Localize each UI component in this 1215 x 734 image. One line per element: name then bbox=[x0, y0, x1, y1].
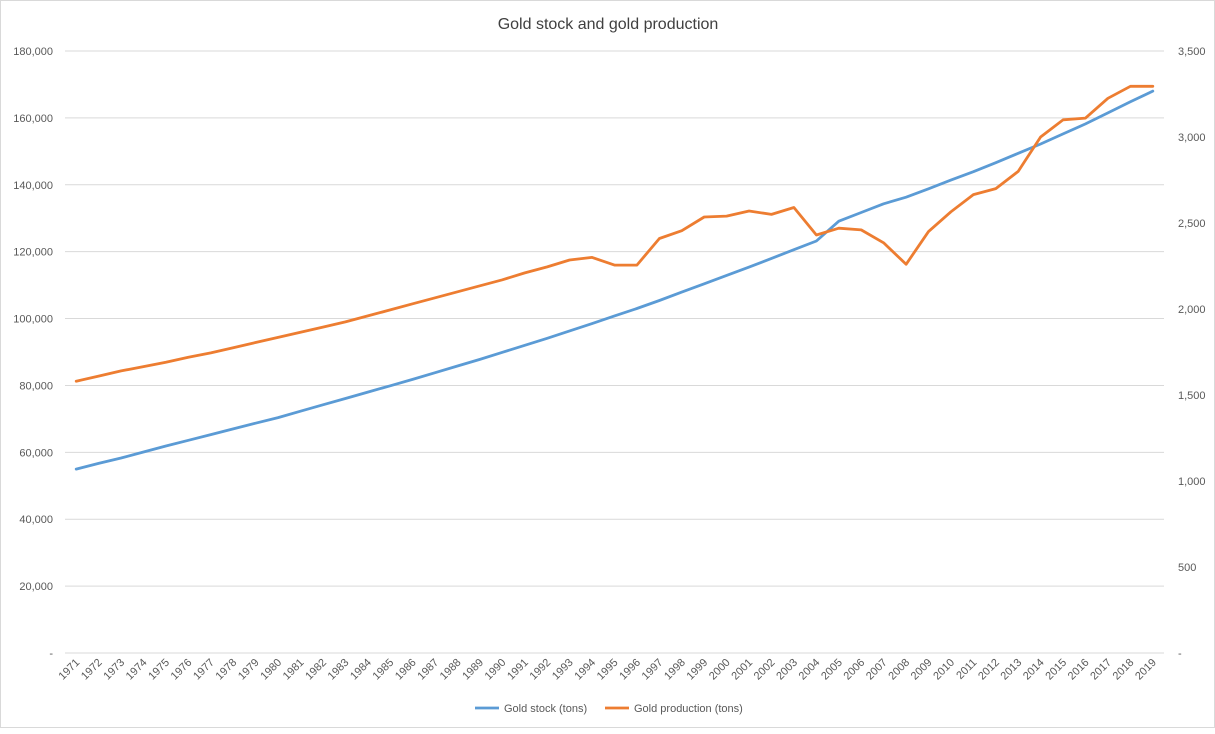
y-left-tick-label: 20,000 bbox=[19, 581, 53, 593]
y-right-tick-label: - bbox=[1178, 648, 1182, 660]
x-tick-label: 2018 bbox=[1111, 657, 1137, 683]
x-tick-label: 1980 bbox=[258, 657, 284, 683]
x-axis: 1971197219731974197519761977197819791980… bbox=[57, 652, 1164, 683]
x-tick-label: 2009 bbox=[909, 657, 935, 683]
x-tick-label: 2004 bbox=[797, 657, 823, 683]
y-left-tick-label: - bbox=[49, 648, 53, 660]
x-tick-label: 1991 bbox=[505, 657, 531, 683]
x-tick-label: 1971 bbox=[57, 657, 83, 683]
x-tick-label: 2001 bbox=[729, 657, 755, 683]
x-tick-label: 1972 bbox=[79, 657, 105, 683]
x-tick-label: 2015 bbox=[1043, 657, 1069, 683]
y-right-tick-label: 3,000 bbox=[1178, 132, 1206, 144]
x-tick-label: 2005 bbox=[819, 657, 845, 683]
chart-title: Gold stock and gold production bbox=[498, 16, 719, 33]
x-tick-label: 2002 bbox=[752, 657, 778, 683]
x-tick-label: 1977 bbox=[191, 657, 217, 683]
x-tick-label: 1992 bbox=[528, 657, 554, 683]
x-tick-label: 2017 bbox=[1088, 657, 1114, 683]
x-tick-label: 1973 bbox=[101, 657, 127, 683]
y-axis-left: - 20,000 40,000 60,000 80,000 100,000 120,000 1… bbox=[13, 46, 53, 660]
x-tick-label: 1996 bbox=[617, 657, 643, 683]
x-tick-label: 1998 bbox=[662, 657, 688, 683]
x-tick-label: 2000 bbox=[707, 657, 733, 683]
series-line-gold-production bbox=[74, 84, 1155, 383]
x-tick-label: 2014 bbox=[1021, 657, 1047, 683]
y-right-tick-label: 3,500 bbox=[1178, 46, 1206, 58]
y-left-tick-label: 140,000 bbox=[13, 180, 53, 192]
series-line-gold-stock bbox=[74, 89, 1155, 471]
x-tick-label: 1993 bbox=[550, 657, 576, 683]
y-right-tick-label: 1,000 bbox=[1178, 476, 1206, 488]
x-tick-label: 1981 bbox=[281, 657, 307, 683]
x-tick-label: 2012 bbox=[976, 657, 1002, 683]
y-left-tick-label: 160,000 bbox=[13, 113, 53, 125]
legend-label: Gold production (tons) bbox=[634, 703, 743, 715]
y-left-tick-label: 80,000 bbox=[19, 380, 53, 392]
x-tick-label: 2013 bbox=[999, 657, 1025, 683]
x-tick-label: 2011 bbox=[954, 657, 979, 682]
series-lines bbox=[74, 84, 1155, 471]
x-tick-label: 1982 bbox=[303, 657, 329, 683]
legend-label: Gold stock (tons) bbox=[504, 703, 587, 715]
x-tick-label: 1994 bbox=[572, 657, 598, 683]
x-tick-label: 1983 bbox=[326, 657, 352, 683]
y-left-tick-label: 60,000 bbox=[19, 447, 53, 459]
x-tick-label: 1984 bbox=[348, 657, 374, 683]
x-tick-label: 2007 bbox=[864, 657, 890, 683]
y-right-tick-label: 2,000 bbox=[1178, 304, 1206, 316]
y-right-tick-label: 1,500 bbox=[1178, 390, 1206, 402]
x-tick-label: 2003 bbox=[774, 657, 800, 683]
x-tick-label: 2010 bbox=[931, 657, 957, 683]
y-left-tick-label: 120,000 bbox=[13, 247, 53, 259]
x-tick-label: 1999 bbox=[685, 657, 711, 683]
x-tick-label: 1997 bbox=[640, 657, 666, 683]
x-tick-label: 2008 bbox=[886, 657, 912, 683]
x-tick-label: 1989 bbox=[460, 657, 486, 683]
x-tick-label: 1988 bbox=[438, 657, 464, 683]
x-tick-label: 1975 bbox=[146, 657, 172, 683]
gridlines bbox=[65, 50, 1164, 654]
x-tick-label: 1979 bbox=[236, 657, 262, 683]
y-left-tick-label: 100,000 bbox=[13, 314, 53, 326]
x-tick-label: 1990 bbox=[483, 657, 509, 683]
y-left-tick-label: 180,000 bbox=[13, 46, 53, 58]
x-tick-label: 1985 bbox=[371, 657, 397, 683]
x-tick-label: 1987 bbox=[415, 657, 441, 683]
x-tick-label: 2006 bbox=[842, 657, 868, 683]
x-tick-label: 1978 bbox=[214, 657, 240, 683]
x-tick-label: 2019 bbox=[1133, 657, 1159, 683]
y-axis-right: - 500 1,000 1,500 2,000 2,500 3,000 3,500 bbox=[1178, 46, 1206, 660]
x-tick-label: 1976 bbox=[169, 657, 195, 683]
x-tick-label: 2016 bbox=[1066, 657, 1092, 683]
x-tick-label: 1974 bbox=[124, 657, 150, 683]
y-right-tick-label: 2,500 bbox=[1178, 218, 1206, 230]
y-right-tick-label: 500 bbox=[1178, 562, 1196, 574]
x-tick-label: 1995 bbox=[595, 657, 621, 683]
x-tick-label: 1986 bbox=[393, 657, 419, 683]
legend: Gold stock (tons) Gold production (tons) bbox=[475, 703, 743, 715]
y-left-tick-label: 40,000 bbox=[19, 514, 53, 526]
